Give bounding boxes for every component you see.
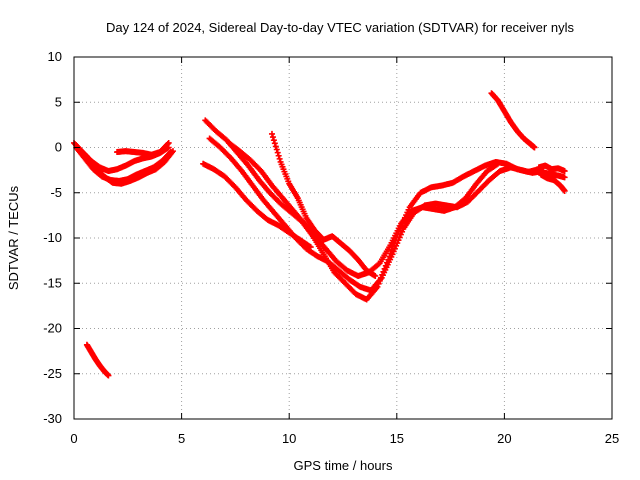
data-point — [390, 248, 397, 255]
y-tick-label: -20 — [43, 321, 62, 336]
data-point — [531, 144, 538, 151]
data-point — [389, 251, 396, 258]
y-axis-label: SDTVAR / TECUs — [6, 185, 21, 290]
series-arc-late-c — [535, 168, 568, 181]
data-point — [393, 242, 400, 249]
data-point — [399, 228, 406, 235]
y-tick-label: -15 — [43, 275, 62, 290]
x-tick-label: 10 — [282, 431, 296, 446]
data-point — [275, 152, 282, 159]
data-point — [396, 234, 403, 241]
data-point — [306, 243, 313, 250]
y-tick-label: 0 — [55, 140, 62, 155]
data-point — [269, 134, 276, 141]
data-point — [165, 139, 172, 146]
x-axis-label: GPS time / hours — [294, 458, 393, 473]
series-arc-rise — [488, 90, 538, 151]
x-tick-label: 15 — [390, 431, 404, 446]
series-arc-main-c — [225, 139, 501, 280]
series-arc-main-e — [200, 160, 314, 251]
chart-title: Day 124 of 2024, Sidereal Day-to-day VTE… — [106, 20, 574, 35]
y-tick-label: -10 — [43, 230, 62, 245]
data-point — [375, 261, 382, 268]
data-point — [270, 137, 277, 144]
y-tick-label: 5 — [55, 94, 62, 109]
data-point — [276, 155, 283, 162]
data-point — [561, 168, 568, 175]
x-tick-label: 20 — [497, 431, 511, 446]
data-point — [561, 187, 568, 194]
x-tick-label: 5 — [178, 431, 185, 446]
data-point — [394, 240, 401, 247]
y-tick-label: -5 — [50, 185, 62, 200]
grid — [74, 57, 612, 419]
data-point — [397, 231, 404, 238]
data-point — [272, 143, 279, 150]
data-point — [274, 149, 281, 156]
data-point — [169, 148, 176, 155]
y-tick-label: 10 — [48, 49, 62, 64]
axis-ticks: 0 5 10 15 20 25 -30 -25 -20 -15 -10 -5 0 5 10 — [43, 49, 619, 446]
data-point — [372, 273, 379, 280]
x-tick-label: 0 — [70, 431, 77, 446]
y-tick-label: -30 — [43, 411, 62, 426]
series-arc-main-d — [268, 130, 379, 280]
data-point — [268, 130, 275, 137]
data-point — [273, 146, 280, 153]
series-arc-late-a — [535, 162, 568, 175]
data-point — [105, 372, 112, 379]
x-tick-label: 25 — [605, 431, 619, 446]
data-point — [307, 244, 314, 251]
series-arc-low — [83, 341, 112, 379]
data-point — [271, 140, 278, 147]
data-point — [391, 245, 398, 252]
data-point — [493, 161, 500, 168]
y-tick-label: -25 — [43, 366, 62, 381]
data-point — [395, 237, 402, 244]
data-point — [561, 174, 568, 181]
series-arc-early-d — [114, 139, 172, 158]
data-markers — [71, 90, 568, 379]
data-point — [164, 140, 171, 147]
series-arc-early-c — [83, 148, 176, 187]
data-point — [494, 160, 501, 167]
